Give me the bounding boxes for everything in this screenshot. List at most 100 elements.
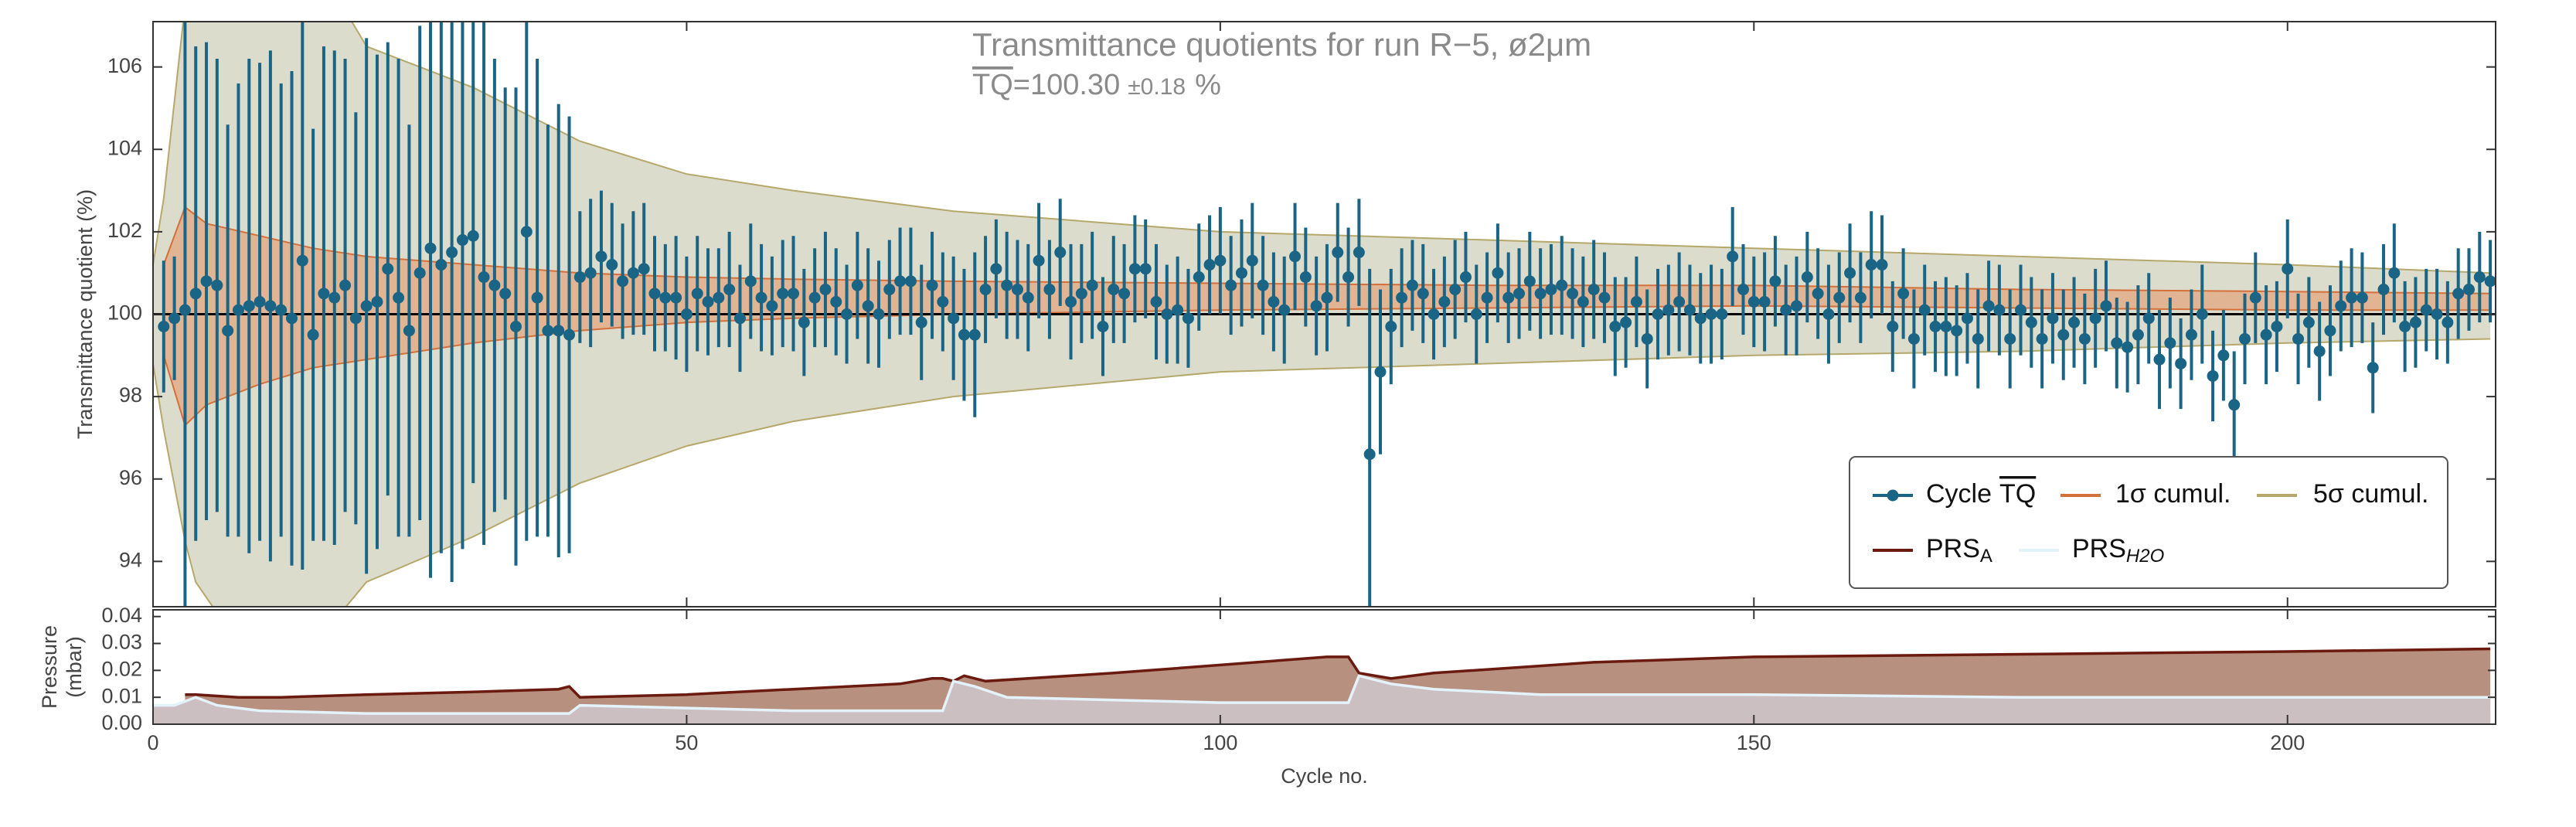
data-point [1235,267,1247,279]
data-point [168,312,181,325]
data-point [382,263,394,275]
data-point [1492,267,1504,279]
data-point [1054,247,1067,259]
x-tick-label: 200 [2270,731,2305,754]
legend-label-part: 1σ cumul. [2115,479,2231,509]
data-point [1876,259,1888,271]
data-point [1428,308,1440,320]
x-tick-label: 100 [1203,731,1237,754]
band-fill [163,206,2491,426]
data-point [509,320,522,332]
y-tick-label: 0.04 [101,604,142,627]
y-tick-label: 0.02 [101,657,142,680]
data-point [264,300,277,312]
data-point [1342,271,1355,284]
data-point [638,263,650,275]
data-point [553,325,565,337]
data-point [1118,288,1131,300]
data-point [733,312,746,325]
data-point [2142,312,2155,325]
y-tick-label: 102 [107,219,142,242]
chart-subtitle-part: TQ [972,69,1013,101]
data-point [798,316,810,328]
y-tick-label: 106 [107,54,142,77]
legend-label-part: Cycle [1926,479,1992,509]
data-point [744,275,757,288]
data-point [627,267,639,279]
data-point [915,316,927,328]
data-point [2462,284,2475,296]
data-point [542,325,554,337]
data-point [1598,291,1611,304]
data-point [2089,312,2101,325]
data-point [189,288,202,300]
data-point [1065,296,1077,308]
data-point [2153,353,2166,366]
data-point [254,296,266,308]
data-point [659,291,672,304]
legend-marker [1887,489,1899,502]
data-point [1289,250,1302,263]
data-point [1780,304,1792,316]
data-point [2399,320,2411,332]
data-point [1470,308,1482,320]
data-point [1897,288,1910,300]
data-point [318,288,330,300]
data-point [1620,316,1632,328]
legend-label-part: PRS [2072,534,2126,563]
data-point [2335,300,2347,312]
data-point [1587,284,1600,296]
data-point [1940,320,1952,332]
legend-label-part: TQ [1999,479,2036,509]
data-point [2047,312,2059,325]
data-point [1481,291,1493,304]
data-point [1203,259,1216,271]
y-axis-label: Transmittance quotient (%) [73,189,97,439]
data-point [2068,316,2081,328]
data-point [2260,328,2272,341]
data-point [904,275,917,288]
data-point [2207,369,2219,382]
data-point [777,288,789,300]
data-point [2132,328,2144,341]
data-point [2185,328,2197,341]
data-point [1108,284,1120,296]
data-point [1641,332,1653,345]
data-point [1822,308,1835,320]
data-point [339,279,352,291]
data-point [1737,284,1749,296]
data-point [1556,279,1568,291]
data-point [1332,247,1344,259]
data-point [1801,271,1813,284]
data-point [2473,271,2486,284]
area-fill [153,676,2491,724]
data-point [1812,288,1824,300]
data-point [1043,284,1056,296]
data-point [1513,288,1526,300]
y-axis-label: (mbar) [63,636,86,698]
data-point [883,284,896,296]
data-point [1577,296,1589,308]
plot-frame [152,609,2496,725]
data-point [232,304,244,316]
axes: 94 96 98 100 102 104 106 0.00 0.01 0.02 0.03 0.04 0 5… [38,21,2496,788]
data-point [2282,263,2294,275]
legend-label: 5σ cumul. [2313,479,2428,509]
data-point [1128,263,1141,275]
data-point [595,250,607,263]
data-point [2302,316,2315,328]
data-point [200,275,213,288]
data-point [2484,275,2496,288]
data-point [531,291,543,304]
data-point [766,300,778,312]
data-point [1630,296,1642,308]
data-point [1833,291,1846,304]
data-point [648,288,661,300]
data-point [2100,300,2112,312]
y-axis-label: Pressure [38,625,61,709]
data-point [1438,296,1451,308]
data-point [1001,279,1013,291]
data-point [1727,250,1739,263]
data-point [1086,279,1098,291]
